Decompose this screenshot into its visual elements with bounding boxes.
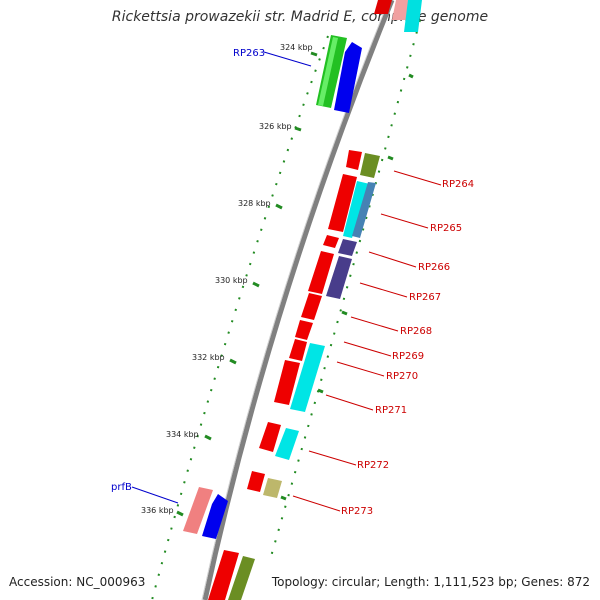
gene-rp270[interactable] xyxy=(274,360,300,405)
major-ticks xyxy=(176,51,414,517)
gene-label-rp263[interactable]: RP263 xyxy=(233,48,265,59)
gene-rp263-cds[interactable] xyxy=(316,35,347,108)
outer-tick-track xyxy=(151,35,329,600)
label-leader-lines xyxy=(131,51,442,512)
gene-label-rp268[interactable]: RP268 xyxy=(400,326,432,337)
tick-label-326: 326 kbp xyxy=(259,122,292,131)
tick-label-328: 328 kbp xyxy=(238,199,271,208)
gene-prfb-arrow[interactable] xyxy=(202,494,228,539)
gene-rp264[interactable] xyxy=(346,150,380,178)
gene-label-rp270[interactable]: RP270 xyxy=(386,371,418,382)
gene-label-rp269[interactable]: RP269 xyxy=(392,351,424,362)
gene-rp273[interactable] xyxy=(247,471,282,498)
tick-label-324: 324 kbp xyxy=(280,43,313,52)
gene-rp269[interactable] xyxy=(289,339,307,361)
gene-label-rp272[interactable]: RP272 xyxy=(357,460,389,471)
gene-rp268[interactable] xyxy=(295,293,322,340)
tick-label-336: 336 kbp xyxy=(141,506,174,515)
gene-label-rp265[interactable]: RP265 xyxy=(430,223,462,234)
gene-clipped-bottom[interactable] xyxy=(208,550,255,600)
genome-summary-text: Topology: circular; Length: 1,111,523 bp… xyxy=(271,575,590,589)
gene-rp265[interactable] xyxy=(328,174,376,238)
gene-rp266[interactable] xyxy=(323,235,357,256)
gene-label-rp273[interactable]: RP273 xyxy=(341,506,373,517)
gene-rp267[interactable] xyxy=(308,251,352,299)
gene-clipped-top[interactable] xyxy=(374,0,422,32)
tick-label-332: 332 kbp xyxy=(192,353,225,362)
gene-label-prfb[interactable]: prfB xyxy=(111,482,132,493)
gene-label-rp267[interactable]: RP267 xyxy=(409,292,441,303)
accession-text: Accession: NC_000963 xyxy=(9,575,146,589)
gene-label-rp266[interactable]: RP266 xyxy=(418,262,450,273)
gene-rp263-arrow[interactable] xyxy=(334,42,362,113)
tick-label-330: 330 kbp xyxy=(215,276,248,285)
gene-prfb-cds[interactable] xyxy=(183,487,213,534)
gene-label-rp271[interactable]: RP271 xyxy=(375,405,407,416)
gene-label-rp264[interactable]: RP264 xyxy=(442,179,474,190)
tick-label-334: 334 kbp xyxy=(166,430,199,439)
gene-rp272[interactable] xyxy=(259,422,299,460)
gene-rp271[interactable] xyxy=(290,343,325,412)
